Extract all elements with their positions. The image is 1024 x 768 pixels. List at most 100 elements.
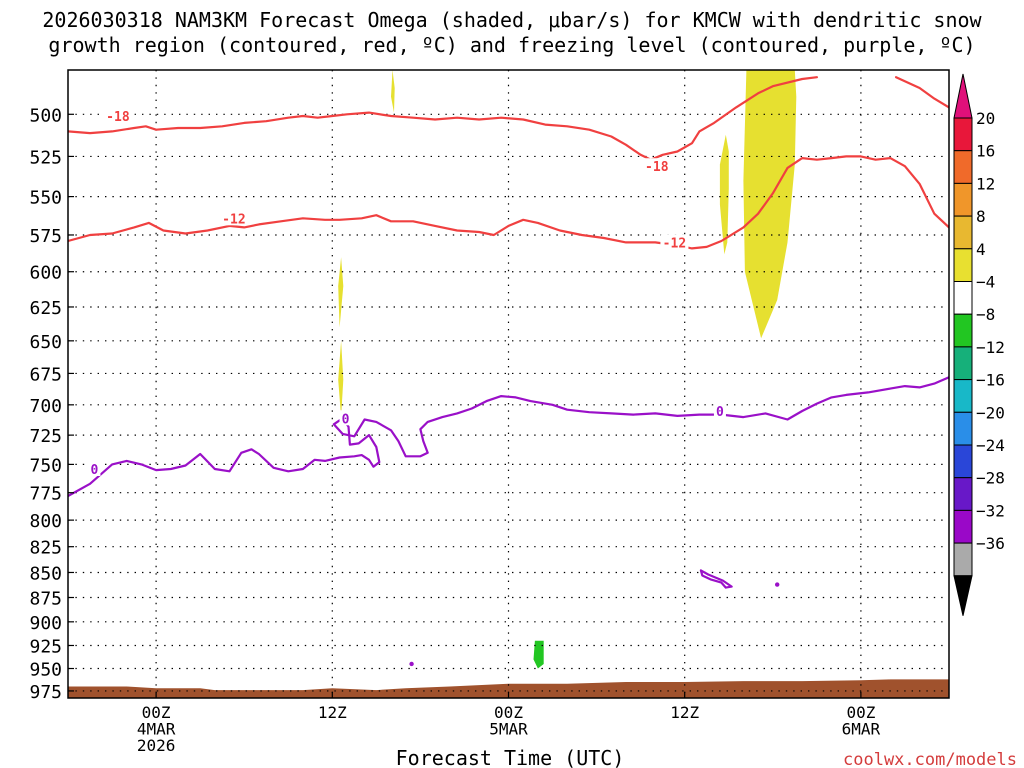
pressure-axis: 500 525 550 575 600 625 650 675 700 725 750 775 800 8…	[29, 105, 74, 703]
y-tick-label: 650	[29, 332, 62, 353]
contour-label: -18	[106, 110, 130, 125]
contour-marker-0	[409, 661, 414, 667]
y-tick-label: 825	[29, 538, 62, 559]
x-tick-label: 00Z	[142, 703, 171, 722]
contour-label: 0	[342, 412, 350, 427]
y-tick-label: 925	[29, 636, 62, 657]
x-tick-label: 12Z	[318, 703, 347, 722]
colorbar-swatch-10	[953, 444, 973, 479]
colorbar-swatch-6	[953, 313, 973, 348]
colorbar-swatch-12	[953, 509, 973, 544]
y-tick-label: 750	[29, 455, 62, 476]
plot-area: -18 -18 -12 -12 0 0 0	[67, 69, 950, 699]
contour-labels: -18 -18 -12 -12 0 0 0	[88, 108, 726, 478]
colorbar-label: −24	[976, 436, 1005, 455]
colorbar-swatch-2	[953, 182, 973, 217]
y-tick-label: 775	[29, 484, 62, 505]
y-tick-label: 575	[29, 226, 62, 247]
colorbar-swatch-11	[953, 477, 973, 511]
colorbar-label: −32	[976, 501, 1005, 520]
colorbar-label: −4	[976, 273, 995, 292]
contour-label-bg	[660, 234, 689, 250]
colorbar-swatch-4	[953, 248, 973, 283]
y-tick-label: 800	[29, 511, 62, 532]
colorbar-label: −20	[976, 403, 1005, 422]
omega-blob-1	[719, 134, 729, 255]
contour-label: -18	[645, 160, 669, 175]
omega-colorbar: 20 16 12 8 4 −4 −8 −12 −16 −20 −24 −28 −32 −36	[953, 73, 1005, 616]
chart-title-line-1: 2026030318 NAM3KM Forecast Omega (shaded…	[42, 8, 982, 32]
contour-label-bg	[339, 410, 352, 426]
x-tick-label: 00Z	[494, 703, 523, 722]
omega-blob-4	[391, 70, 395, 113]
y-tick-label: 975	[29, 682, 62, 703]
x-tick-label: 12Z	[670, 703, 699, 722]
x-axis-title: Forecast Time (UTC)	[396, 746, 625, 768]
contour-label-bg	[103, 108, 132, 124]
colorbar-label: −8	[976, 305, 995, 324]
colorbar-swatch-9	[953, 411, 973, 446]
y-tick-label: 625	[29, 298, 62, 319]
y-tick-label: 550	[29, 188, 62, 209]
y-tick-label: 850	[29, 563, 62, 584]
credit-text: coolwx.com/models	[843, 750, 1017, 768]
colorbar-label: 20	[976, 109, 995, 128]
y-tick-label: 600	[29, 263, 62, 284]
omega-blob-3	[338, 340, 344, 418]
x-tick-label: 6MAR	[842, 720, 881, 739]
colorbar-swatch-3	[953, 215, 973, 250]
colorbar-label: −36	[976, 534, 1005, 553]
dgz-contour-0	[68, 76, 819, 161]
y-tick-label: 525	[29, 147, 62, 168]
omega-blob-2	[338, 257, 344, 328]
dgz-contour-2	[68, 155, 949, 250]
y-tick-label: 900	[29, 613, 62, 634]
contour-label: -12	[663, 236, 686, 251]
colorbar-label: −12	[976, 338, 1005, 357]
colorbar-swatch-13	[953, 542, 973, 577]
contour-label-bg	[88, 460, 101, 476]
contour-label-bg	[642, 158, 671, 174]
contour-marker-1	[775, 582, 780, 587]
y-tick-label: 700	[29, 396, 62, 417]
colorbar-label: 16	[976, 142, 995, 161]
colorbar-swatch-7	[953, 346, 973, 381]
x-tick-label: 2026	[137, 736, 176, 755]
dgz-contour-1	[894, 76, 949, 109]
y-tick-label: 950	[29, 660, 62, 681]
contour-label-bg	[713, 402, 726, 418]
omega-blob-0	[743, 70, 797, 339]
colorbar-label: 12	[976, 174, 995, 193]
colorbar-label: 4	[976, 240, 986, 259]
freezing-contour-4	[699, 569, 733, 589]
contour-label: -12	[222, 212, 245, 227]
y-tick-label: 725	[29, 426, 62, 447]
colorbar-label: −28	[976, 469, 1005, 488]
y-tick-label: 500	[29, 105, 62, 126]
x-tick-label: 00Z	[846, 703, 875, 722]
colorbar-label: 8	[976, 207, 986, 226]
contour-markers	[409, 582, 780, 667]
chart-title-line-2: growth region (contoured, red, ºC) and f…	[48, 33, 975, 57]
colorbar-label: −16	[976, 371, 1005, 390]
contour-label: 0	[716, 405, 724, 420]
x-tick-label: 5MAR	[489, 720, 528, 739]
y-tick-label: 875	[29, 589, 62, 610]
terrain-fill	[68, 679, 949, 698]
colorbar-swatch-8	[953, 379, 973, 413]
x-tick-label: 4MAR	[137, 720, 176, 739]
freezing-contour-3	[68, 376, 949, 498]
colorbar-swatch-5	[953, 281, 973, 315]
omega-blob-5	[533, 640, 544, 669]
colorbar-bottom-arrow	[953, 575, 973, 616]
contour-label-bg	[219, 210, 248, 226]
contour-label: 0	[91, 463, 99, 478]
y-tick-label: 675	[29, 364, 62, 385]
contour-lines	[68, 76, 949, 589]
grid-lines	[68, 70, 949, 698]
colorbar-swatch-0	[953, 117, 973, 152]
omega-shading	[68, 70, 949, 698]
colorbar-top-arrow	[953, 73, 973, 119]
